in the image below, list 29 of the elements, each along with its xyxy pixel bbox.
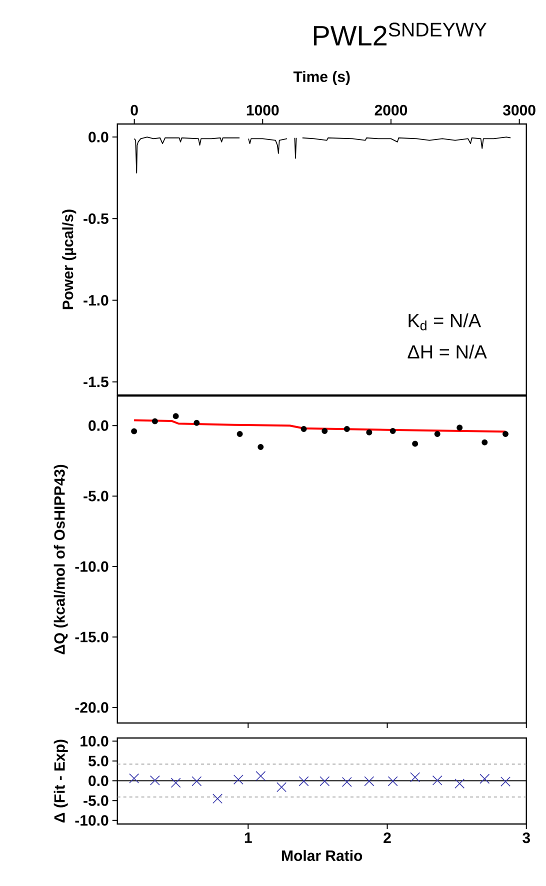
x-tick-label: 2000: [374, 104, 407, 116]
y-tick-label: -1.0: [83, 295, 108, 306]
y-axis-title: Power (µcal/s): [62, 210, 76, 310]
y-axis-title: Δ (Fit - Exp): [54, 740, 68, 822]
y-tick-label: -10.0: [75, 561, 108, 572]
y-tick-label: -5.0: [83, 490, 108, 502]
annotation: ΔH = N/A: [408, 344, 487, 359]
chart-title: PWL2$^{SNDEYWY}$: [314, 22, 486, 46]
y-tick-label: -15.0: [75, 632, 108, 642]
y-tick-label: -10.0: [75, 815, 108, 826]
x-tick-label: 2: [383, 832, 391, 843]
y-tick-label: -20.0: [75, 702, 108, 713]
y-tick-label: 0.0: [88, 420, 108, 431]
y-tick-label: -1.5: [83, 376, 108, 388]
y-axis-title: ΔQ (kcal/mol of OsHIPP43): [54, 464, 68, 654]
x-tick-label: 3000: [502, 104, 536, 116]
x-tick-label: 0: [130, 104, 138, 116]
x-axis-title: Molar Ratio: [282, 850, 362, 862]
y-tick-label: -0.5: [83, 213, 108, 224]
annotation: K$_{d}$ = N/A: [408, 313, 481, 330]
y-tick-label: 0.0: [88, 132, 108, 142]
x-tick-label: 3: [522, 832, 530, 844]
y-tick-label: 10.0: [80, 736, 108, 746]
y-tick-label: 0.0: [88, 775, 108, 786]
x-axis-title: Time (s): [293, 71, 350, 85]
x-tick-label: 1000: [246, 104, 279, 116]
y-tick-label: -5.0: [83, 795, 108, 806]
y-tick-label: 5.0: [88, 756, 108, 766]
x-tick-label: 1: [244, 832, 252, 843]
